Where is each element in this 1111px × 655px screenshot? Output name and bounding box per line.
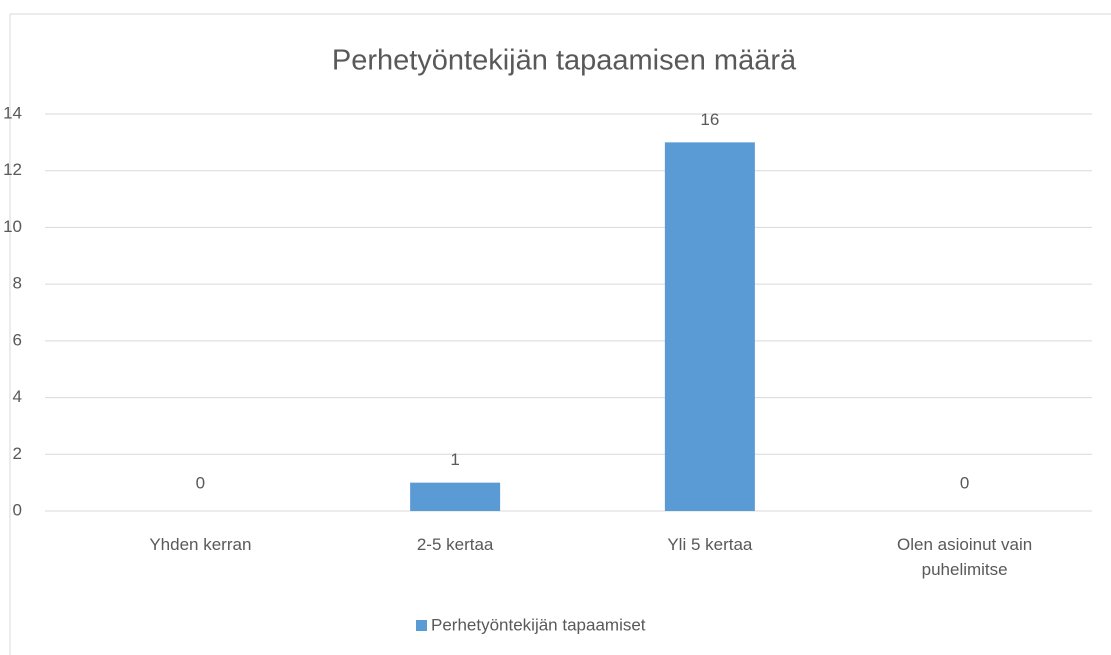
- x-tick-label: Yli 5 kertaa: [667, 535, 753, 554]
- bar: [410, 482, 501, 511]
- y-tick-label: 10: [3, 217, 22, 236]
- y-tick-label: 0: [13, 500, 22, 519]
- chart-title: Perhetyöntekijän tapaamisen määrä: [332, 45, 797, 77]
- y-tick-label: 6: [13, 330, 22, 349]
- y-tick-label: 4: [13, 387, 22, 406]
- chart-border: [9, 13, 1111, 655]
- x-tick-label: 2-5 kertaa: [416, 535, 494, 554]
- data-label: 1: [450, 450, 459, 469]
- y-tick-label: 2: [13, 444, 22, 463]
- y-tick-label: 8: [13, 274, 22, 293]
- legend-swatch: [416, 620, 427, 631]
- x-tick-label: Olen asioinut vain puhelimitse: [897, 535, 1033, 579]
- data-label: 0: [960, 473, 969, 492]
- y-tick-label: 12: [3, 160, 22, 179]
- bar: [664, 142, 755, 511]
- data-label: 16: [700, 110, 719, 129]
- data-label: 0: [196, 473, 205, 492]
- y-tick-label: 14: [3, 103, 22, 122]
- x-tick-label: Yhden kerran: [149, 535, 252, 554]
- legend-label: Perhetyöntekijän tapaamiset: [431, 615, 646, 634]
